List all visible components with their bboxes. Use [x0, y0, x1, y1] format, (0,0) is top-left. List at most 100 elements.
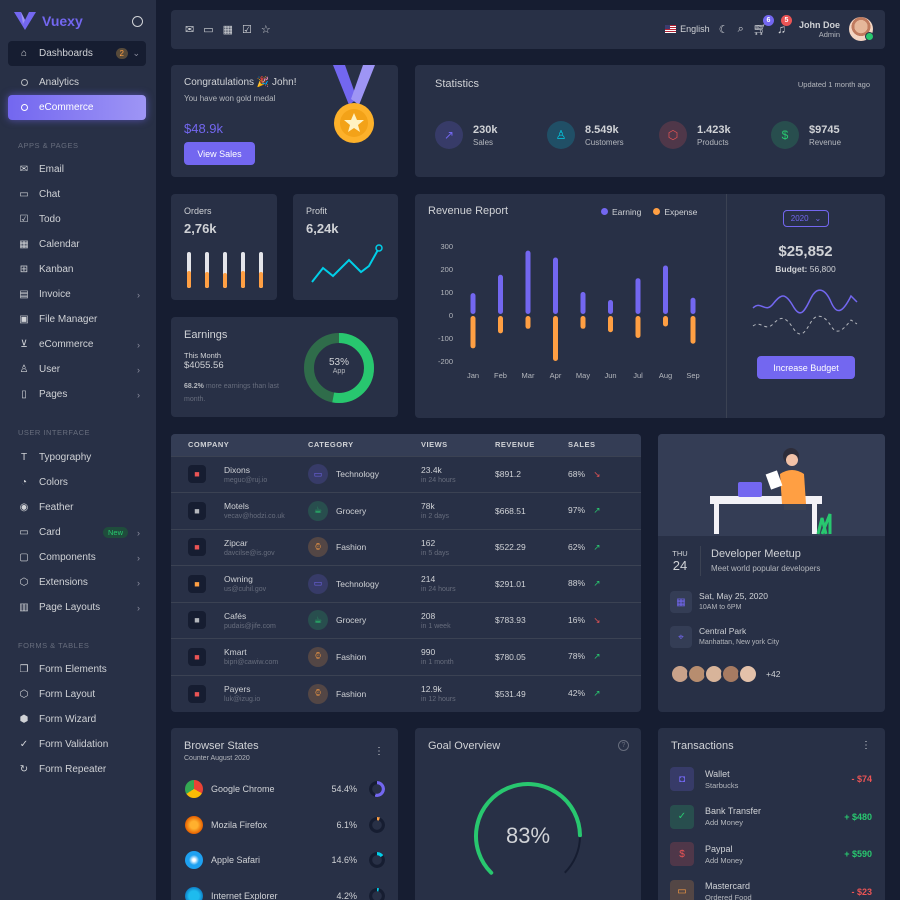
trending-down-icon: ↘: [593, 614, 601, 625]
order-bar: [223, 252, 227, 288]
order-bar: [187, 252, 191, 288]
chevron-right-icon: ›: [137, 602, 140, 613]
sidebar-item-components[interactable]: ▢ Components ›: [8, 545, 146, 570]
sidebar-item-typography[interactable]: T Typography: [8, 445, 146, 470]
attendee-more-count: +42: [766, 669, 781, 679]
sidebar-item-ecommerce-dashboard[interactable]: eCommerce: [8, 95, 146, 120]
sidebar-item-colors[interactable]: ◔ Colors: [8, 470, 146, 495]
moon-icon[interactable]: ☾: [718, 23, 729, 36]
table-row[interactable]: ■ Dixons meguc@ruj.io ▭ Technology 23.4k in 24…: [171, 455, 641, 493]
sidebar-item-user[interactable]: ♙ User ›: [8, 357, 146, 382]
sidebar-item-form-layout[interactable]: ⬡ Form Layout: [8, 682, 146, 707]
sidebar-item-label: Colors: [39, 477, 68, 488]
sidebar-item-feather[interactable]: ◉ Feather: [8, 495, 146, 520]
sidebar-item-todo[interactable]: ☑ Todo: [8, 207, 146, 232]
revenue-value: $522.29: [495, 528, 568, 566]
transaction-row[interactable]: ✓ Bank Transfer Add Money + $480: [670, 803, 872, 831]
sidebar-item-email[interactable]: ✉ Email: [8, 157, 146, 182]
browser-name: Apple Safari: [211, 855, 261, 865]
chrome-icon: [185, 780, 203, 798]
table-row[interactable]: ■ Kmart bipri@cawiw.com ⌚︎ Fashion 990 in 1 mo…: [171, 638, 641, 675]
sidebar-item-chat[interactable]: ▭ Chat: [8, 182, 146, 207]
sidebar-item-pages[interactable]: ▯ Pages ›: [8, 382, 146, 407]
chat-icon[interactable]: ▭: [203, 24, 214, 36]
sidebar-item-file-manager[interactable]: ▣ File Manager: [8, 307, 146, 332]
sidebar-item-page-layouts[interactable]: ▥ Page Layouts ›: [8, 595, 146, 620]
star-icon[interactable]: ☆: [260, 24, 271, 36]
sidebar-item-form-wizard[interactable]: ⬢ Form Wizard: [8, 707, 146, 732]
gauge-fill: [474, 782, 582, 875]
table-row[interactable]: ■ Zipcar davcilse@is.gov ⌚︎ Fashion 162 in 5 d…: [171, 528, 641, 566]
sidebar-item-label: Calendar: [39, 239, 80, 250]
year-select[interactable]: 2020 ⌄: [783, 210, 829, 227]
sidebar-item-form-elements[interactable]: ❐ Form Elements: [8, 657, 146, 682]
sidebar-item-extensions[interactable]: ⬡ Extensions ›: [8, 570, 146, 595]
increase-budget-button[interactable]: Increase Budget: [757, 356, 855, 379]
help-circle-icon[interactable]: ?: [618, 740, 629, 751]
mail-icon[interactable]: ✉: [185, 24, 195, 36]
sidebar-item-kanban[interactable]: ⊞ Kanban: [8, 257, 146, 282]
stat-value: 8.549k: [585, 123, 619, 136]
meetup-where: Central Park: [699, 626, 747, 636]
revenue-report-card: Revenue Report Earning Expense 300 200 100…: [415, 194, 885, 418]
more-vertical-icon[interactable]: ⋮: [374, 746, 384, 757]
expense-bar: [580, 316, 586, 329]
table-row[interactable]: ■ Owning us@cuhil.gov ▭ Technology 214 in 24 h…: [171, 565, 641, 602]
category-name: Fashion: [336, 651, 367, 662]
orders-bar-chart: [187, 252, 267, 288]
sidebar-item-calendar[interactable]: ▦ Calendar: [8, 232, 146, 257]
expense-bar: [663, 316, 668, 327]
y-tick-label: -200: [438, 357, 453, 366]
meetup-illustration: [658, 434, 885, 536]
attendee-avatars[interactable]: +42: [670, 664, 780, 684]
user-info[interactable]: John Doe Admin: [799, 20, 840, 39]
transaction-row[interactable]: $ Paypal Add Money + $590: [670, 840, 872, 868]
category-name: Technology: [336, 469, 380, 480]
sidebar-item-analytics[interactable]: Analytics: [8, 70, 146, 95]
check-square-icon[interactable]: ☑: [242, 24, 252, 36]
transaction-row[interactable]: ▭ Mastercard Ordered Food - $23: [670, 878, 872, 900]
toggle-sidebar-icon[interactable]: [132, 16, 143, 27]
more-vertical-icon[interactable]: ⋮: [861, 740, 871, 751]
transaction-row[interactable]: ◘ Wallet Starbucks - $74: [670, 765, 872, 793]
sidebar-item-invoice[interactable]: ▤ Invoice ›: [8, 282, 146, 307]
earnings-period: This Month: [184, 351, 222, 360]
sidebar-item-label: Form Elements: [39, 664, 107, 675]
col-category: CATEGORY: [308, 434, 421, 456]
sidebar-item-label: Pages: [39, 389, 68, 400]
meetup-when: Sat, May 25, 2020: [699, 591, 768, 601]
language-select[interactable]: English: [680, 24, 710, 34]
table-row[interactable]: ■ Motels vecav@hodzi.co.uk ☕︎ Grocery 78k in 2…: [171, 492, 641, 529]
view-sales-button[interactable]: View Sales: [184, 142, 255, 165]
sidebar-item-form-repeater[interactable]: ↻ Form Repeater: [8, 757, 146, 782]
sidebar-item-dashboards[interactable]: ⌂ Dashboards 2 ⌄: [8, 41, 146, 66]
browser-progress-ring: [369, 816, 385, 833]
trending-up-icon: ↗: [435, 121, 463, 149]
cart-icon[interactable]: 🛒︎ 6: [753, 15, 774, 36]
revenue-value: $891.2: [495, 455, 568, 493]
earning-bar: [470, 293, 476, 314]
sidebar-item-card[interactable]: ▭ Card New ›: [8, 520, 146, 545]
avatar[interactable]: [849, 17, 874, 41]
donut-label: App: [332, 368, 346, 375]
chevron-right-icon: ›: [137, 527, 140, 538]
table-row[interactable]: ■ Cafés pudais@jife.com ☕︎ Grocery 208 in 1 we…: [171, 601, 641, 639]
calendar-icon[interactable]: ▦: [222, 24, 234, 36]
calendar-icon: ▦: [670, 591, 692, 613]
trending-up-icon: ↗: [593, 688, 601, 698]
bell-icon[interactable]: ♫︎ 5: [777, 15, 792, 36]
sidebar-item-label: Page Layouts: [39, 602, 101, 613]
stat-label: Customers: [585, 137, 624, 147]
firefox-icon: [185, 815, 203, 834]
category-name: Fashion: [336, 688, 367, 699]
stat-label: Revenue: [809, 137, 842, 147]
transaction-amount: - $23: [851, 886, 872, 897]
sidebar-item-form-validation[interactable]: ✓ Form Validation: [8, 732, 146, 757]
dashboards-count-badge: 2: [115, 48, 128, 59]
revenue-total: $25,852: [778, 243, 833, 260]
search-icon[interactable]: ⌕: [737, 22, 744, 35]
table-row[interactable]: ■ Payers luk@izug.io ⌚︎ Fashion 12.9k in 12 ho…: [171, 674, 641, 712]
brand[interactable]: Vuexy: [14, 12, 143, 30]
sidebar-item-ecommerce[interactable]: ⊻ eCommerce ›: [8, 332, 146, 357]
browser-row-mozila-firefox: Mozila Firefox 6.1%: [185, 814, 385, 836]
